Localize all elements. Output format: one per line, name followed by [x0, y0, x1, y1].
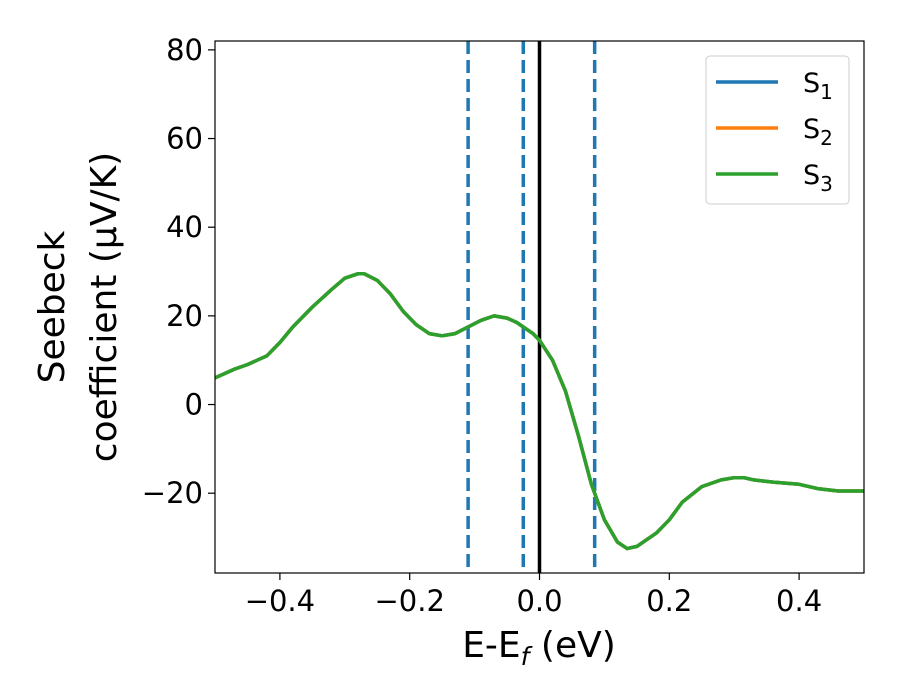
y-tick-label: −20	[142, 476, 203, 510]
reference-lines	[466, 41, 597, 573]
y-tick-label: 0	[185, 388, 203, 422]
axis-ticks: −0.4 −0.2 0.0 0.2 0.4 −20 0 20 40 60 80	[142, 33, 822, 618]
series-line-s3	[215, 272, 864, 551]
x-tick-label: 0.0	[516, 584, 562, 618]
x-tick-label: 0.4	[776, 584, 822, 618]
x-axis-title: E-Ef (eV)	[462, 625, 616, 671]
series-lines	[215, 272, 864, 551]
y-tick-label: 20	[166, 299, 203, 333]
y-axis-title-line1: Seebeck	[32, 230, 73, 383]
legend-box	[705, 55, 850, 205]
y-tick-label: 40	[166, 210, 203, 244]
y-axis-title: Seebeck coefficient (μV/K)	[32, 152, 125, 462]
legend-label-s1: S1	[803, 68, 833, 104]
legend-label-s3: S3	[803, 160, 833, 196]
y-tick-label: 80	[166, 33, 203, 67]
x-axis-title-unit: (eV)	[529, 625, 615, 666]
legend: S1 S2 S3	[705, 55, 850, 205]
legend-label-s2: S2	[803, 114, 833, 150]
y-axis-title-line2: coefficient (μV/K)	[84, 152, 125, 462]
x-tick-label: −0.4	[245, 584, 315, 618]
y-tick-label: 60	[166, 122, 203, 156]
x-tick-label: 0.2	[646, 584, 692, 618]
x-tick-label: −0.2	[374, 584, 444, 618]
